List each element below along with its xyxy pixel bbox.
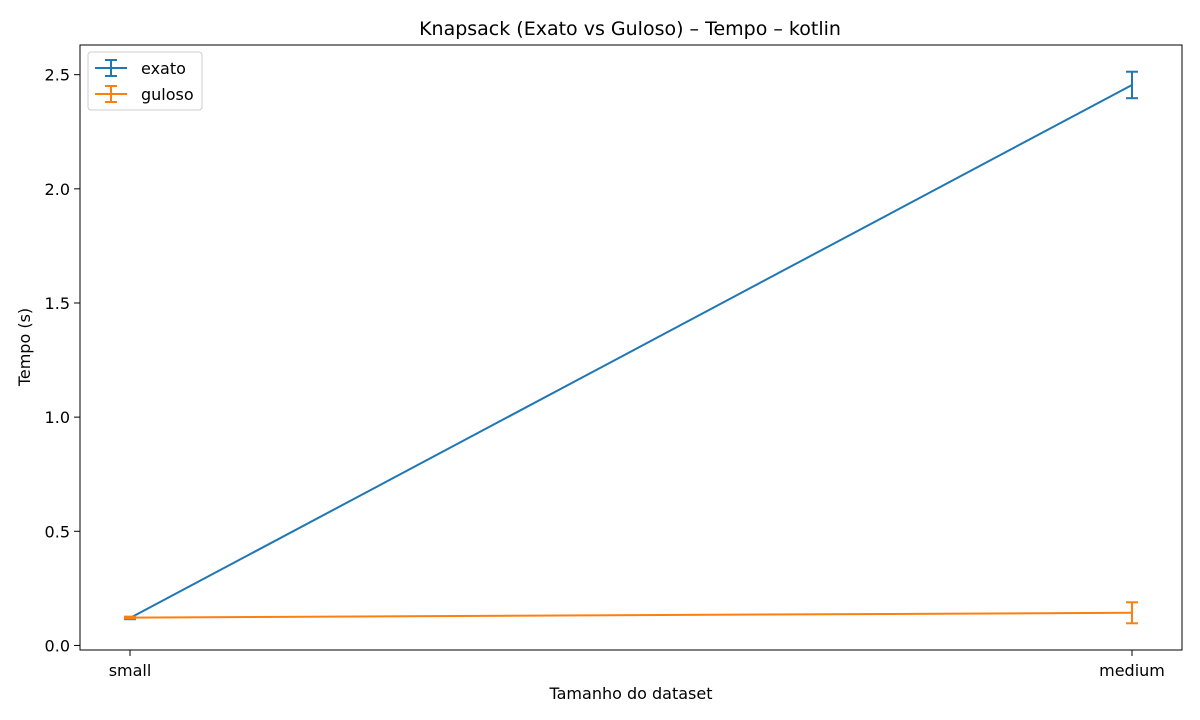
legend-item-guloso: guloso bbox=[95, 85, 194, 104]
y-tick-label: 0.0 bbox=[45, 636, 70, 655]
plot-area: 0.0 0.5 1.0 1.5 2.0 2.5 small medium bbox=[45, 44, 1183, 680]
y-tick-label: 0.5 bbox=[45, 522, 70, 541]
y-axis-label: Tempo (s) bbox=[15, 308, 34, 387]
series-line-exato bbox=[129, 84, 1133, 619]
x-tick-label: medium bbox=[1099, 661, 1165, 680]
error-bar bbox=[1126, 601, 1138, 625]
series-line-guloso bbox=[129, 611, 1133, 619]
legend-box bbox=[87, 51, 203, 111]
series-layer bbox=[124, 70, 1138, 625]
series-guloso bbox=[124, 601, 1138, 625]
x-axis-label: Tamanho do dataset bbox=[549, 684, 713, 703]
legend-label: exato bbox=[141, 59, 186, 78]
error-bar bbox=[1126, 70, 1138, 100]
x-tick-label: small bbox=[109, 661, 152, 680]
y-tick-label: 1.5 bbox=[45, 294, 70, 313]
x-axis: small medium bbox=[109, 650, 1165, 680]
y-tick-label: 2.5 bbox=[45, 66, 70, 85]
y-tick-label: 2.0 bbox=[45, 180, 70, 199]
legend-items: exato guloso bbox=[95, 59, 194, 104]
y-tick-label: 1.0 bbox=[45, 408, 70, 427]
error-bar bbox=[124, 615, 136, 620]
plot-frame bbox=[79, 44, 1183, 651]
legend: exato guloso bbox=[87, 51, 203, 111]
y-axis: 0.0 0.5 1.0 1.5 2.0 2.5 bbox=[45, 66, 80, 655]
chart-title: Knapsack (Exato vs Guloso) – Tempo – kot… bbox=[419, 18, 841, 40]
legend-item-exato: exato bbox=[95, 59, 186, 78]
legend-label: guloso bbox=[141, 85, 194, 104]
